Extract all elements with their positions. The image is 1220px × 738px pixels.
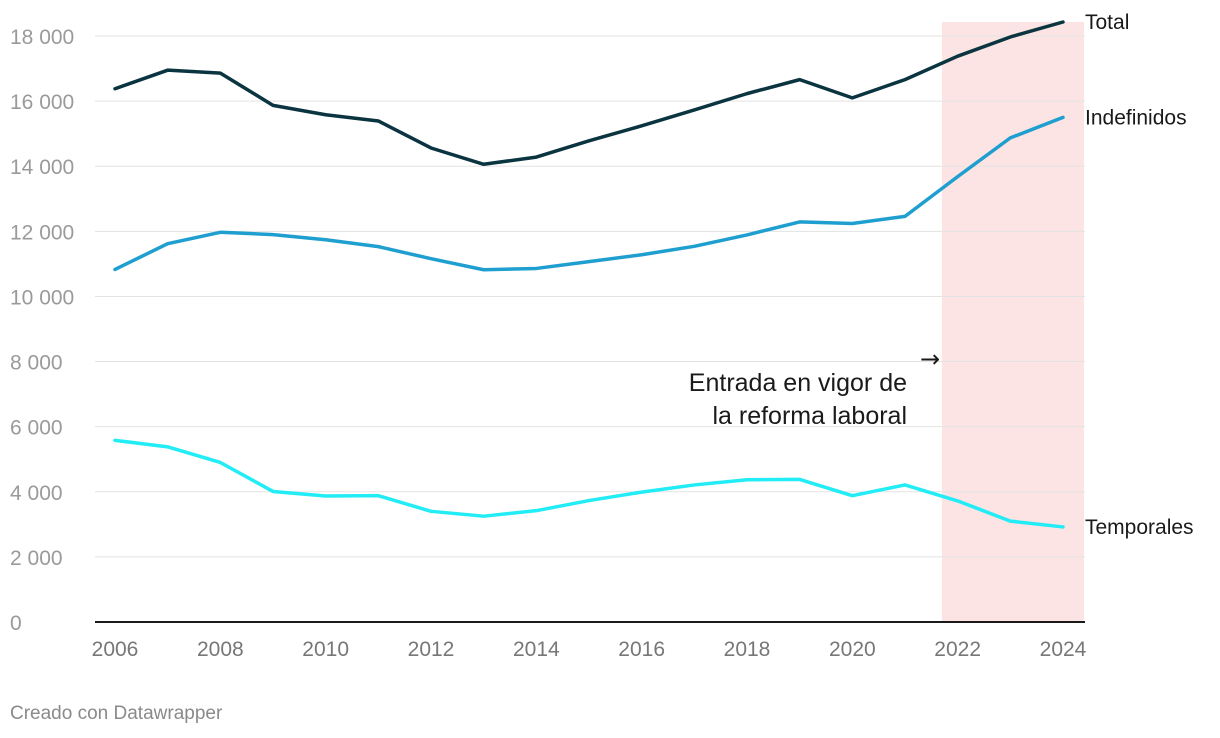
x-axis-tick-labels: 2006 2008 2010 2012 2014 2016 2018 2020 2022 2024 [92,638,1087,661]
y-tick-label: 14 000 [10,156,74,179]
annotation-text-line: Entrada en vigor de [689,369,907,397]
credit-text: Creado con Datawrapper [10,703,223,724]
x-tick-label: 2020 [829,638,876,661]
series-line-temporales [113,438,1065,529]
series-label-total: Total [1085,11,1129,34]
y-tick-label: 2 000 [10,547,63,570]
annotation-text-line: la reforma laboral [712,402,907,430]
series-label-indefinidos: Indefinidos [1085,106,1187,129]
highlight-band [941,22,1085,622]
series-labels: Total Indefinidos Temporales [1085,11,1194,539]
x-tick-label: 2008 [197,638,244,661]
y-tick-label: 6 000 [10,417,63,440]
x-tick-label: 2016 [618,638,665,661]
grid-lines [95,35,1085,558]
y-tick-label: 8 000 [10,352,63,375]
series-label-temporales: Temporales [1085,516,1194,539]
series-lines [113,20,1065,529]
x-tick-label: 2012 [408,638,455,661]
y-tick-label: 10 000 [10,286,74,309]
x-tick-label: 2022 [934,638,981,661]
y-tick-label: 16 000 [10,91,74,114]
x-tick-label: 2024 [1040,638,1087,661]
series-line-indefinidos [113,115,1065,272]
y-tick-label: 18 000 [10,26,74,49]
y-tick-label: 12 000 [10,221,74,244]
y-axis-tick-labels: 0 2 000 4 000 6 000 8 000 10 000 12 000 14 000 1… [10,26,74,635]
y-tick-label: 4 000 [10,482,63,505]
y-tick-label: 0 [10,612,22,635]
x-tick-label: 2010 [302,638,349,661]
x-tick-label: 2018 [724,638,771,661]
series-line-total [113,20,1065,167]
x-tick-label: 2014 [513,638,560,661]
reform-annotation: → Entrada en vigor de la reforma laboral [689,345,940,430]
annotation-arrow: → [920,345,940,373]
x-tick-label: 2006 [92,638,139,661]
